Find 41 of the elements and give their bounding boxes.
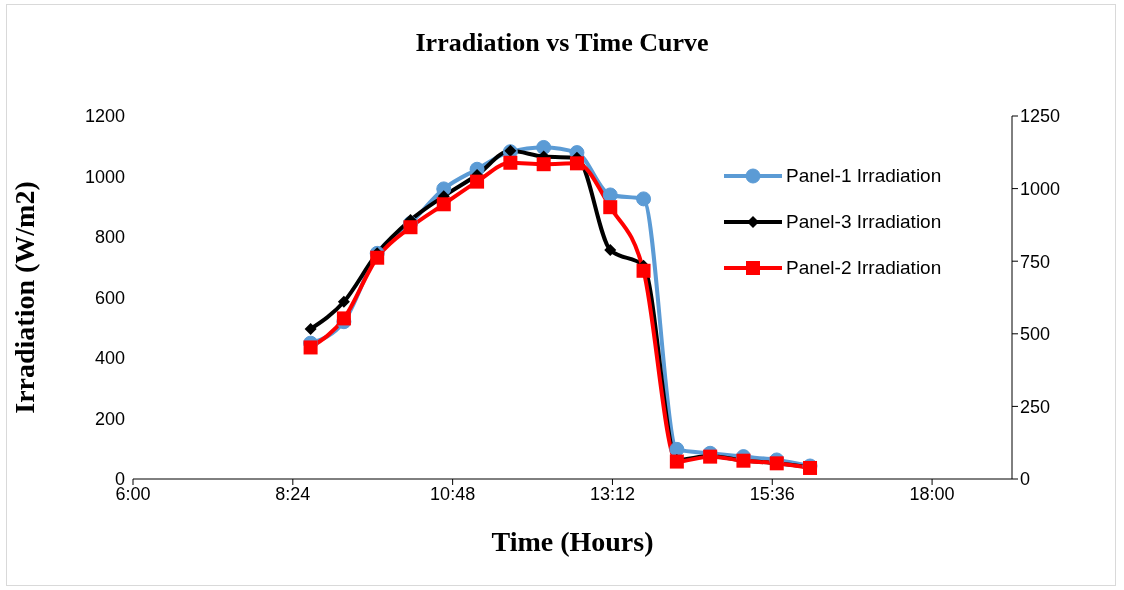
point <box>303 340 318 355</box>
y2-tick-label: 500 <box>1020 324 1051 345</box>
y-tick-label: 800 <box>94 227 125 248</box>
point <box>569 156 584 171</box>
point <box>436 197 451 212</box>
y-tick-label: 600 <box>94 287 125 308</box>
point <box>470 174 485 189</box>
point <box>336 311 351 326</box>
y-tick-label: 1000 <box>84 166 125 187</box>
y-tick-label: 400 <box>94 348 125 369</box>
x-tick-label: 15:36 <box>749 483 795 504</box>
y2-tick-label: 1250 <box>1020 106 1061 127</box>
x-tick-label: 13:12 <box>589 483 635 504</box>
legend-label: Panel-2 Irradiation <box>786 257 942 279</box>
x-tick-label: 8:24 <box>275 483 311 504</box>
y2-tick-label: 1000 <box>1020 178 1061 199</box>
point <box>604 244 617 257</box>
legend-label: Panel-3 Irradiation <box>786 211 942 233</box>
chart-title: Irradiation vs Time Curve <box>414 28 710 58</box>
x-tick-label: 10:48 <box>430 483 476 504</box>
legend-label: Panel-1 Irradiation <box>786 165 942 187</box>
point <box>669 441 685 457</box>
point <box>370 250 385 265</box>
y2-tick-label: 750 <box>1020 251 1051 272</box>
y-axis-title: Irradiation (W/m2) <box>8 181 40 414</box>
point <box>403 220 418 235</box>
point <box>603 200 618 215</box>
point <box>536 139 552 155</box>
point <box>636 191 652 207</box>
point <box>536 157 551 172</box>
x-axis-title: Time (Hours) <box>491 526 654 557</box>
x-tick-label: 18:00 <box>909 483 955 504</box>
y2-tick-label: 0 <box>1020 469 1031 490</box>
point <box>337 295 350 308</box>
y2-tick-label: 250 <box>1020 396 1051 417</box>
point <box>304 322 317 335</box>
point <box>503 155 518 170</box>
point <box>636 263 651 278</box>
point <box>602 187 618 203</box>
y-tick-label: 1200 <box>84 106 125 127</box>
y-tick-label: 200 <box>94 408 125 429</box>
